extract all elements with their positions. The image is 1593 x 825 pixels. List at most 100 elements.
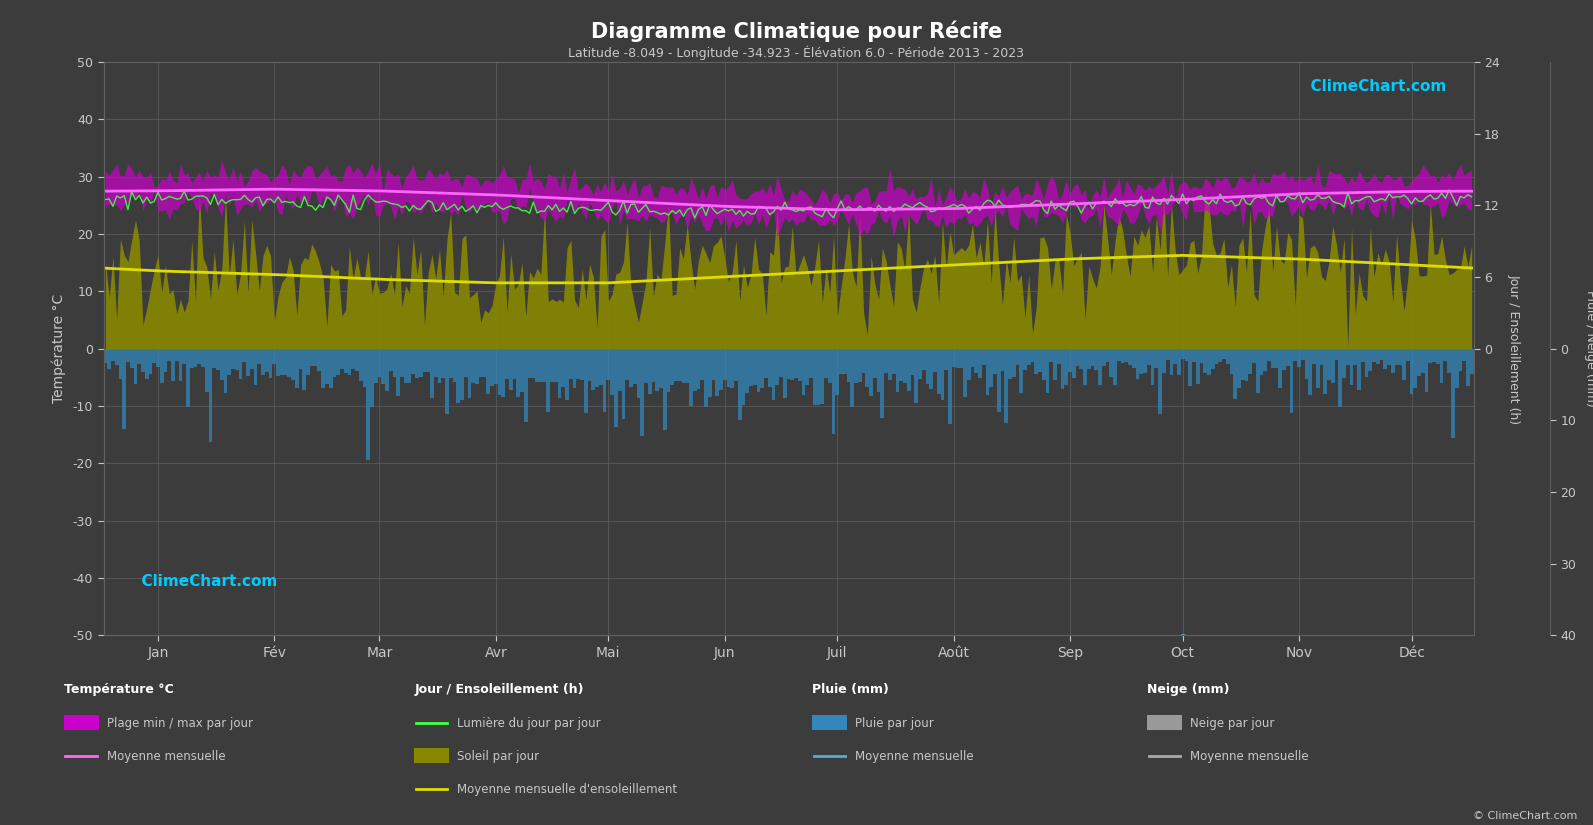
Bar <box>1338 348 1343 407</box>
Bar <box>1121 348 1125 363</box>
Bar <box>1319 348 1324 365</box>
Bar <box>1185 348 1188 361</box>
Bar <box>1297 348 1301 367</box>
Bar <box>239 348 242 380</box>
Bar <box>386 348 389 391</box>
Bar <box>914 348 918 403</box>
Bar <box>422 348 427 372</box>
Bar <box>1166 348 1169 361</box>
Bar <box>1230 348 1233 374</box>
Bar <box>145 348 148 380</box>
Bar <box>433 348 438 377</box>
Bar <box>1327 348 1330 380</box>
Bar <box>765 348 768 378</box>
Bar <box>1012 348 1016 377</box>
Bar <box>205 348 209 392</box>
Bar <box>626 348 629 380</box>
Bar <box>704 348 707 407</box>
Bar <box>1155 348 1158 368</box>
Bar <box>1147 348 1150 365</box>
Bar <box>1368 348 1372 371</box>
Bar <box>513 348 516 379</box>
Bar <box>444 348 449 413</box>
Bar <box>1440 348 1443 383</box>
Bar <box>381 348 386 384</box>
Bar <box>524 348 527 422</box>
Bar <box>776 348 779 385</box>
Bar <box>835 348 840 395</box>
Bar <box>153 348 156 364</box>
Bar <box>1069 348 1072 372</box>
Bar <box>1034 348 1039 374</box>
Bar <box>964 348 967 397</box>
Bar <box>502 348 505 397</box>
Bar <box>1016 348 1020 365</box>
Bar <box>1196 348 1200 384</box>
Bar <box>870 348 873 396</box>
Bar <box>317 348 322 371</box>
Bar <box>1128 348 1133 365</box>
Bar <box>1349 348 1354 385</box>
Bar <box>231 348 234 369</box>
Text: Moyenne mensuelle d'ensoleillement: Moyenne mensuelle d'ensoleillement <box>457 783 677 796</box>
Bar <box>749 348 753 386</box>
Bar <box>1282 348 1286 370</box>
Bar <box>648 348 652 394</box>
Bar <box>1448 348 1451 373</box>
Bar <box>1470 348 1474 374</box>
Bar <box>389 348 392 371</box>
Bar <box>456 348 460 403</box>
Bar <box>250 348 253 369</box>
Bar <box>1305 348 1308 379</box>
Bar <box>516 348 521 397</box>
Bar <box>247 348 250 376</box>
Bar <box>577 348 580 380</box>
Bar <box>1056 348 1061 364</box>
Bar <box>573 348 577 388</box>
Bar <box>986 348 989 394</box>
Bar <box>1042 348 1045 380</box>
Bar <box>903 348 906 384</box>
Bar <box>123 348 126 429</box>
Bar <box>847 348 851 382</box>
Bar <box>159 348 164 383</box>
Bar <box>190 348 194 368</box>
Bar <box>1086 348 1091 369</box>
Bar <box>1211 348 1214 369</box>
Bar <box>1266 348 1271 361</box>
Bar <box>543 348 546 382</box>
Bar <box>892 348 895 375</box>
Bar <box>212 348 217 368</box>
Bar <box>782 348 787 398</box>
Bar <box>1117 348 1121 361</box>
Bar <box>295 348 299 388</box>
Bar <box>644 348 648 384</box>
Bar <box>1308 348 1313 395</box>
Bar <box>258 348 261 364</box>
Bar <box>325 348 328 384</box>
Bar <box>1380 348 1383 361</box>
Bar <box>1255 348 1260 393</box>
Bar <box>430 348 433 398</box>
Bar <box>1286 348 1290 366</box>
Bar <box>948 348 951 424</box>
Bar <box>322 348 325 388</box>
Bar <box>1072 348 1075 378</box>
Bar <box>366 348 370 460</box>
Bar <box>475 348 479 384</box>
Bar <box>674 348 677 380</box>
Bar <box>1263 348 1266 370</box>
Bar <box>1180 348 1185 359</box>
Bar <box>292 348 295 380</box>
Bar <box>1094 348 1098 370</box>
Bar <box>746 348 749 394</box>
Bar <box>419 348 422 377</box>
Bar <box>828 348 832 383</box>
Bar <box>1451 348 1454 438</box>
Text: Diagramme Climatique pour Récife: Diagramme Climatique pour Récife <box>591 21 1002 42</box>
Bar <box>832 348 835 434</box>
Bar <box>363 348 366 387</box>
Bar <box>851 348 854 407</box>
Bar <box>408 348 411 384</box>
Bar <box>1177 348 1180 375</box>
